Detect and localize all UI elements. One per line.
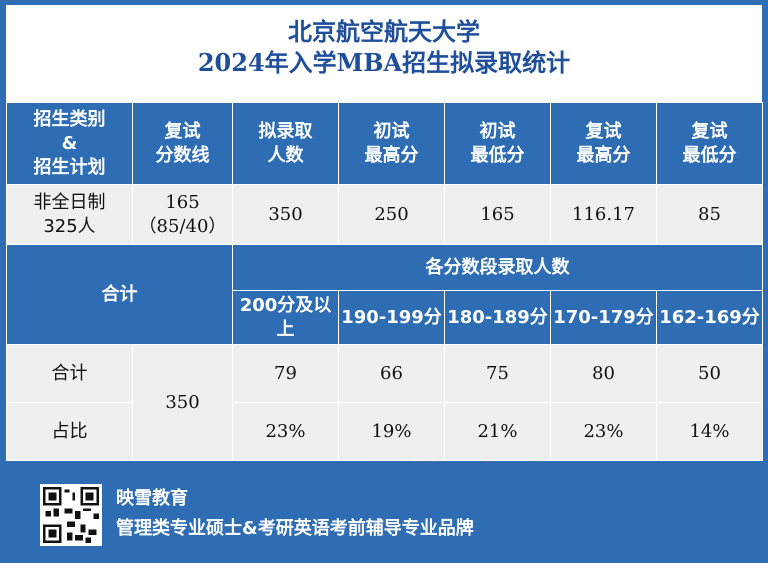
brand-slogan: 管理类专业硕士&考研英语考前辅导专业品牌 [116, 518, 474, 539]
share-row: 占比 23% 19% 21% 23% 14% [6, 402, 763, 461]
band-total-label: 合计 [6, 244, 233, 345]
band-header-row: 200分及以上 190-199分 180-189分 170-179分 162-1… [7, 290, 763, 345]
band-count: 75 [444, 344, 551, 403]
total-admitted-value: 350 [132, 344, 233, 461]
brand-name: 映雪教育 [116, 488, 188, 509]
band-header: 170-179分 [550, 290, 657, 345]
header-row: 招生类别 & 招生计划 复试 分数线 拟录取 人数 初试 最高分 初试 最低分 … [6, 102, 763, 185]
band-share: 23% [232, 402, 339, 461]
qr-code-icon[interactable] [40, 484, 102, 546]
band-count: 79 [232, 344, 339, 403]
band-title-row: 合计 各分数段录取人数 [6, 244, 763, 345]
header-initial-min: 初试 最低分 [444, 102, 551, 185]
admission-stats-table: 招生类别 & 招生计划 复试 分数线 拟录取 人数 初试 最高分 初试 最低分 … [6, 102, 763, 461]
header-initial-max: 初试 最高分 [338, 102, 445, 185]
band-header: 190-199分 [338, 290, 445, 345]
category-value: 非全日制 325人 [6, 184, 133, 245]
count-row: 合计 350 79 66 75 80 50 [6, 344, 763, 461]
band-share: 21% [444, 402, 551, 461]
share-row-label: 占比 [6, 402, 133, 461]
header-retest-max: 复试 最高分 [550, 102, 657, 185]
band-header: 180-189分 [444, 290, 551, 345]
admit-count-value: 350 [232, 184, 339, 245]
count-row-label: 合计 [6, 344, 133, 403]
band-header: 162-169分 [656, 290, 763, 345]
band-count: 80 [550, 344, 657, 403]
data-row: 非全日制 325人 165 （85/40） 350 250 165 116.17… [6, 184, 763, 245]
initial-max-value: 250 [338, 184, 445, 245]
header-category: 招生类别 & 招生计划 [6, 102, 133, 185]
band-header: 200分及以上 [232, 290, 339, 345]
university-title: 北京航空航天大学 [288, 17, 480, 46]
title-box: 北京航空航天大学 2024年入学MBA招生拟录取统计 [6, 5, 762, 102]
band-title: 各分数段录取人数 [232, 244, 763, 291]
band-count: 66 [338, 344, 445, 403]
header-retest-line: 复试 分数线 [132, 102, 233, 185]
header-admit-count: 拟录取 人数 [232, 102, 339, 185]
footer: 映雪教育 管理类专业硕士&考研英语考前辅导专业品牌 [0, 462, 768, 563]
band-share: 23% [550, 402, 657, 461]
retest-min-value: 85 [656, 184, 763, 245]
retest-max-value: 116.17 [550, 184, 657, 245]
header-retest-min: 复试 最低分 [656, 102, 763, 185]
band-share: 14% [656, 402, 763, 461]
band-share: 19% [338, 402, 445, 461]
band-count: 50 [656, 344, 763, 403]
retest-line-value: 165 （85/40） [132, 184, 233, 245]
report-title: 2024年入学MBA招生拟录取统计 [197, 48, 571, 77]
initial-min-value: 165 [444, 184, 551, 245]
